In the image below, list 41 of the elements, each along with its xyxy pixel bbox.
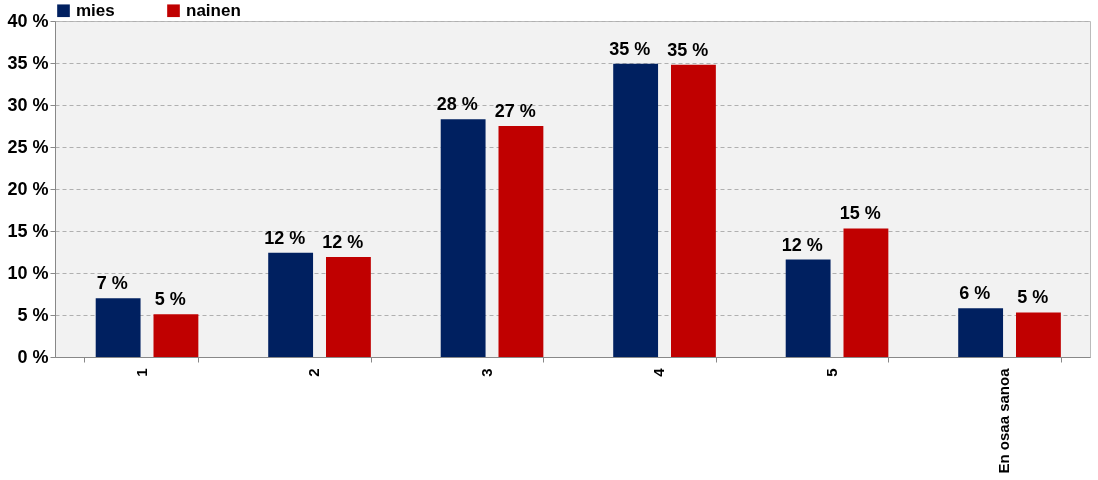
data-label: 12 %	[264, 227, 306, 248]
data-label: 27 %	[494, 101, 536, 121]
y-tick-label: 0 %	[17, 346, 49, 367]
data-label: 12 %	[322, 232, 364, 253]
data-label: 7 %	[96, 273, 128, 294]
data-label: 5 %	[154, 289, 186, 310]
x-tick-label: En osaa sanoa	[995, 367, 1013, 474]
y-tick-label: 15 %	[7, 220, 49, 241]
bar	[440, 119, 486, 357]
bar	[1016, 312, 1061, 357]
x-tick-label: 1	[132, 368, 150, 377]
data-label: 28 %	[436, 94, 478, 115]
bar	[958, 308, 1004, 357]
legend-label: nainen	[186, 0, 241, 20]
data-label: 35 %	[609, 38, 651, 59]
bar	[843, 228, 889, 357]
x-tick-label: 3	[477, 368, 495, 377]
data-label: 35 %	[667, 39, 709, 60]
x-tick-label: 2	[305, 368, 323, 377]
y-tick-label: 40 %	[7, 10, 49, 31]
y-tick-label: 30 %	[7, 94, 49, 115]
bar	[326, 257, 371, 357]
data-label: 6 %	[959, 283, 991, 304]
bar	[613, 63, 659, 357]
bar	[785, 259, 831, 357]
data-label: 5 %	[1017, 287, 1049, 308]
y-tick-label: 20 %	[7, 178, 49, 199]
x-tick-label: 5	[822, 368, 840, 377]
bar	[498, 126, 544, 357]
y-tick-label: 10 %	[7, 262, 49, 283]
bar	[95, 298, 141, 357]
y-tick-label: 25 %	[7, 136, 49, 157]
y-tick-label: 35 %	[7, 52, 49, 73]
legend-label: mies	[76, 0, 115, 20]
bar	[268, 252, 314, 357]
bar	[671, 64, 716, 357]
x-tick-label: 4	[650, 367, 668, 377]
data-label: 12 %	[781, 234, 823, 255]
bar	[153, 314, 199, 357]
data-label: 15 %	[839, 203, 881, 224]
y-tick-label: 5 %	[17, 304, 49, 325]
